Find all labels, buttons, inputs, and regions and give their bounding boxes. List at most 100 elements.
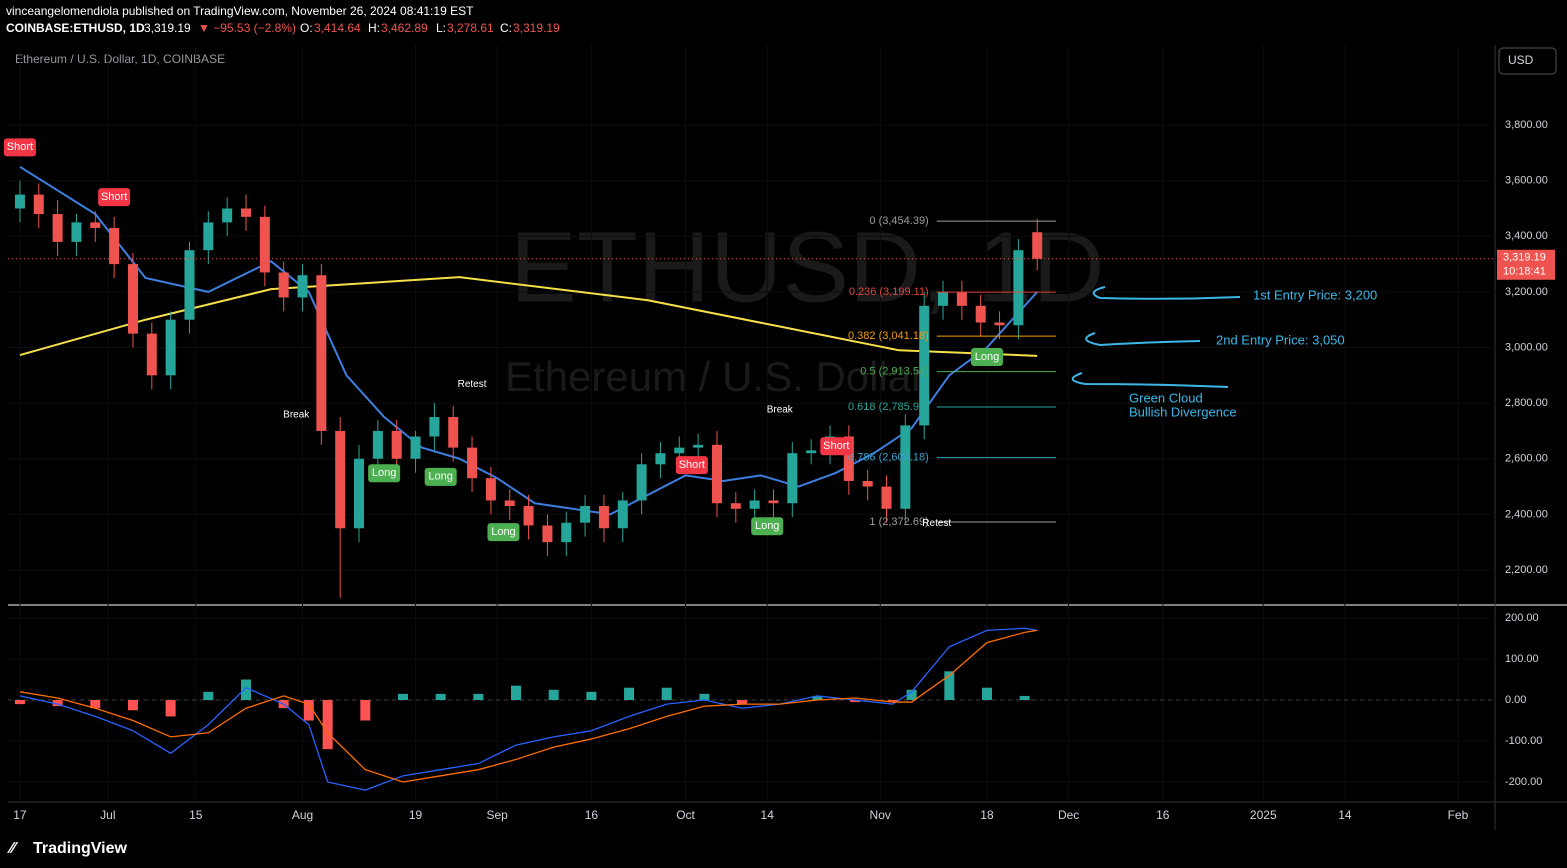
candle-body — [52, 214, 63, 242]
signal-label: Long — [428, 471, 452, 483]
signal-box — [98, 188, 131, 207]
signal-box — [751, 517, 784, 536]
signal-label: Long — [975, 351, 999, 363]
candle-body — [316, 275, 327, 431]
publisher: vinceangelomendiola published on Trading… — [6, 4, 474, 18]
watermark: ETHUSD, 1D — [510, 211, 1105, 323]
x-tick-label: Nov — [870, 808, 891, 822]
brand: TradingView — [33, 840, 128, 857]
candle-body — [410, 436, 421, 459]
candle-body — [975, 305, 986, 323]
signal-box — [970, 347, 1003, 366]
candle-body — [485, 478, 496, 501]
histogram-bar — [397, 693, 408, 701]
fib-label: 0.382 (3,041.18) — [848, 330, 929, 342]
histogram-bar — [322, 700, 333, 750]
x-tick-label: 18 — [980, 808, 994, 822]
candle-body — [109, 227, 120, 265]
l-label: L: — [436, 21, 446, 35]
candle-body — [598, 506, 609, 529]
candle-body — [90, 222, 101, 228]
y-tick-label: 2,200.00 — [1505, 564, 1548, 576]
candle-body — [636, 464, 647, 501]
y-tick-label: 3,200.00 — [1505, 286, 1548, 298]
x-tick-label: Feb — [1448, 808, 1469, 822]
x-tick-label: 14 — [1338, 808, 1352, 822]
y-tick-label: 200.00 — [1505, 612, 1539, 624]
candle-body — [240, 208, 251, 217]
candle-body — [862, 480, 873, 487]
histogram-bar — [661, 687, 672, 701]
histogram-bar — [90, 700, 101, 709]
histogram-bar — [887, 700, 898, 703]
fib-label: 0.5 (2,913.54) — [860, 365, 929, 377]
candle-body — [749, 500, 760, 509]
candle-body — [1013, 250, 1024, 326]
brand-logo: ⁄⁄ — [7, 840, 19, 857]
candle-body — [203, 222, 214, 251]
high: 3,462.89 — [381, 21, 428, 35]
histogram-bar — [360, 700, 371, 721]
histogram-bar — [981, 687, 992, 701]
candle-body — [938, 291, 949, 306]
candle-body — [297, 275, 308, 298]
x-tick-label: 16 — [585, 808, 599, 822]
candle-body — [33, 194, 44, 215]
histogram-bar — [240, 679, 251, 701]
candle-body — [127, 264, 138, 334]
fib-label: 0.786 (2,604.18) — [848, 451, 929, 463]
x-tick-label: 17 — [13, 808, 27, 822]
histogram-bar — [548, 689, 559, 701]
candle-body — [504, 500, 515, 507]
candle-body — [711, 444, 722, 504]
y-tick-label: 3,600.00 — [1505, 175, 1548, 187]
histogram-bar — [473, 693, 484, 701]
currency-button[interactable] — [1498, 47, 1557, 75]
candle-body — [372, 430, 383, 459]
arrow — [1085, 332, 1201, 347]
note: Retest — [458, 379, 487, 390]
histogram-bar — [52, 700, 63, 707]
candle-body — [693, 444, 704, 448]
candle-body — [1032, 232, 1043, 259]
candle-body — [335, 430, 346, 529]
currency: USD — [1508, 53, 1534, 67]
candle-body — [278, 272, 289, 298]
candle-body — [580, 506, 591, 523]
candle-body — [391, 430, 402, 459]
candle-body — [655, 453, 666, 465]
change: ▼ −95.53 (−2.8%) — [198, 21, 296, 35]
y-tick-label: 100.00 — [1505, 653, 1539, 665]
candle-body — [71, 222, 82, 242]
note: Break — [283, 410, 310, 421]
signal-label: Long — [755, 520, 779, 532]
open: 3,414.64 — [314, 21, 361, 35]
last-price-box — [1497, 249, 1555, 280]
histogram-bar — [906, 689, 917, 701]
candle-body — [165, 319, 176, 376]
candle-body — [900, 425, 911, 509]
y-tick-label: 3,000.00 — [1505, 341, 1548, 353]
symbol: COINBASE:ETHUSD, 1D — [6, 21, 145, 35]
histogram-bar — [812, 695, 823, 701]
signal-box — [820, 437, 853, 456]
histogram-bar — [435, 693, 446, 701]
candle-body — [429, 417, 440, 437]
signal-label: Short — [101, 191, 127, 203]
y-tick-label: -200.00 — [1505, 776, 1542, 788]
c-label: C: — [500, 21, 512, 35]
callout: 2nd Entry Price: 3,050 — [1216, 332, 1345, 347]
candle-body — [617, 500, 628, 529]
histogram-bar — [165, 700, 176, 717]
h-label: H: — [368, 21, 380, 35]
signal-box — [424, 467, 457, 486]
callout: 1st Entry Price: 3,200 — [1253, 287, 1377, 302]
arrow — [1092, 286, 1241, 300]
signal-label: Long — [372, 467, 396, 479]
histogram-bar — [303, 700, 314, 721]
fib-label: 0.618 (2,785.90) — [848, 401, 929, 413]
x-tick-label: Aug — [292, 808, 313, 822]
candle-body — [956, 291, 967, 306]
